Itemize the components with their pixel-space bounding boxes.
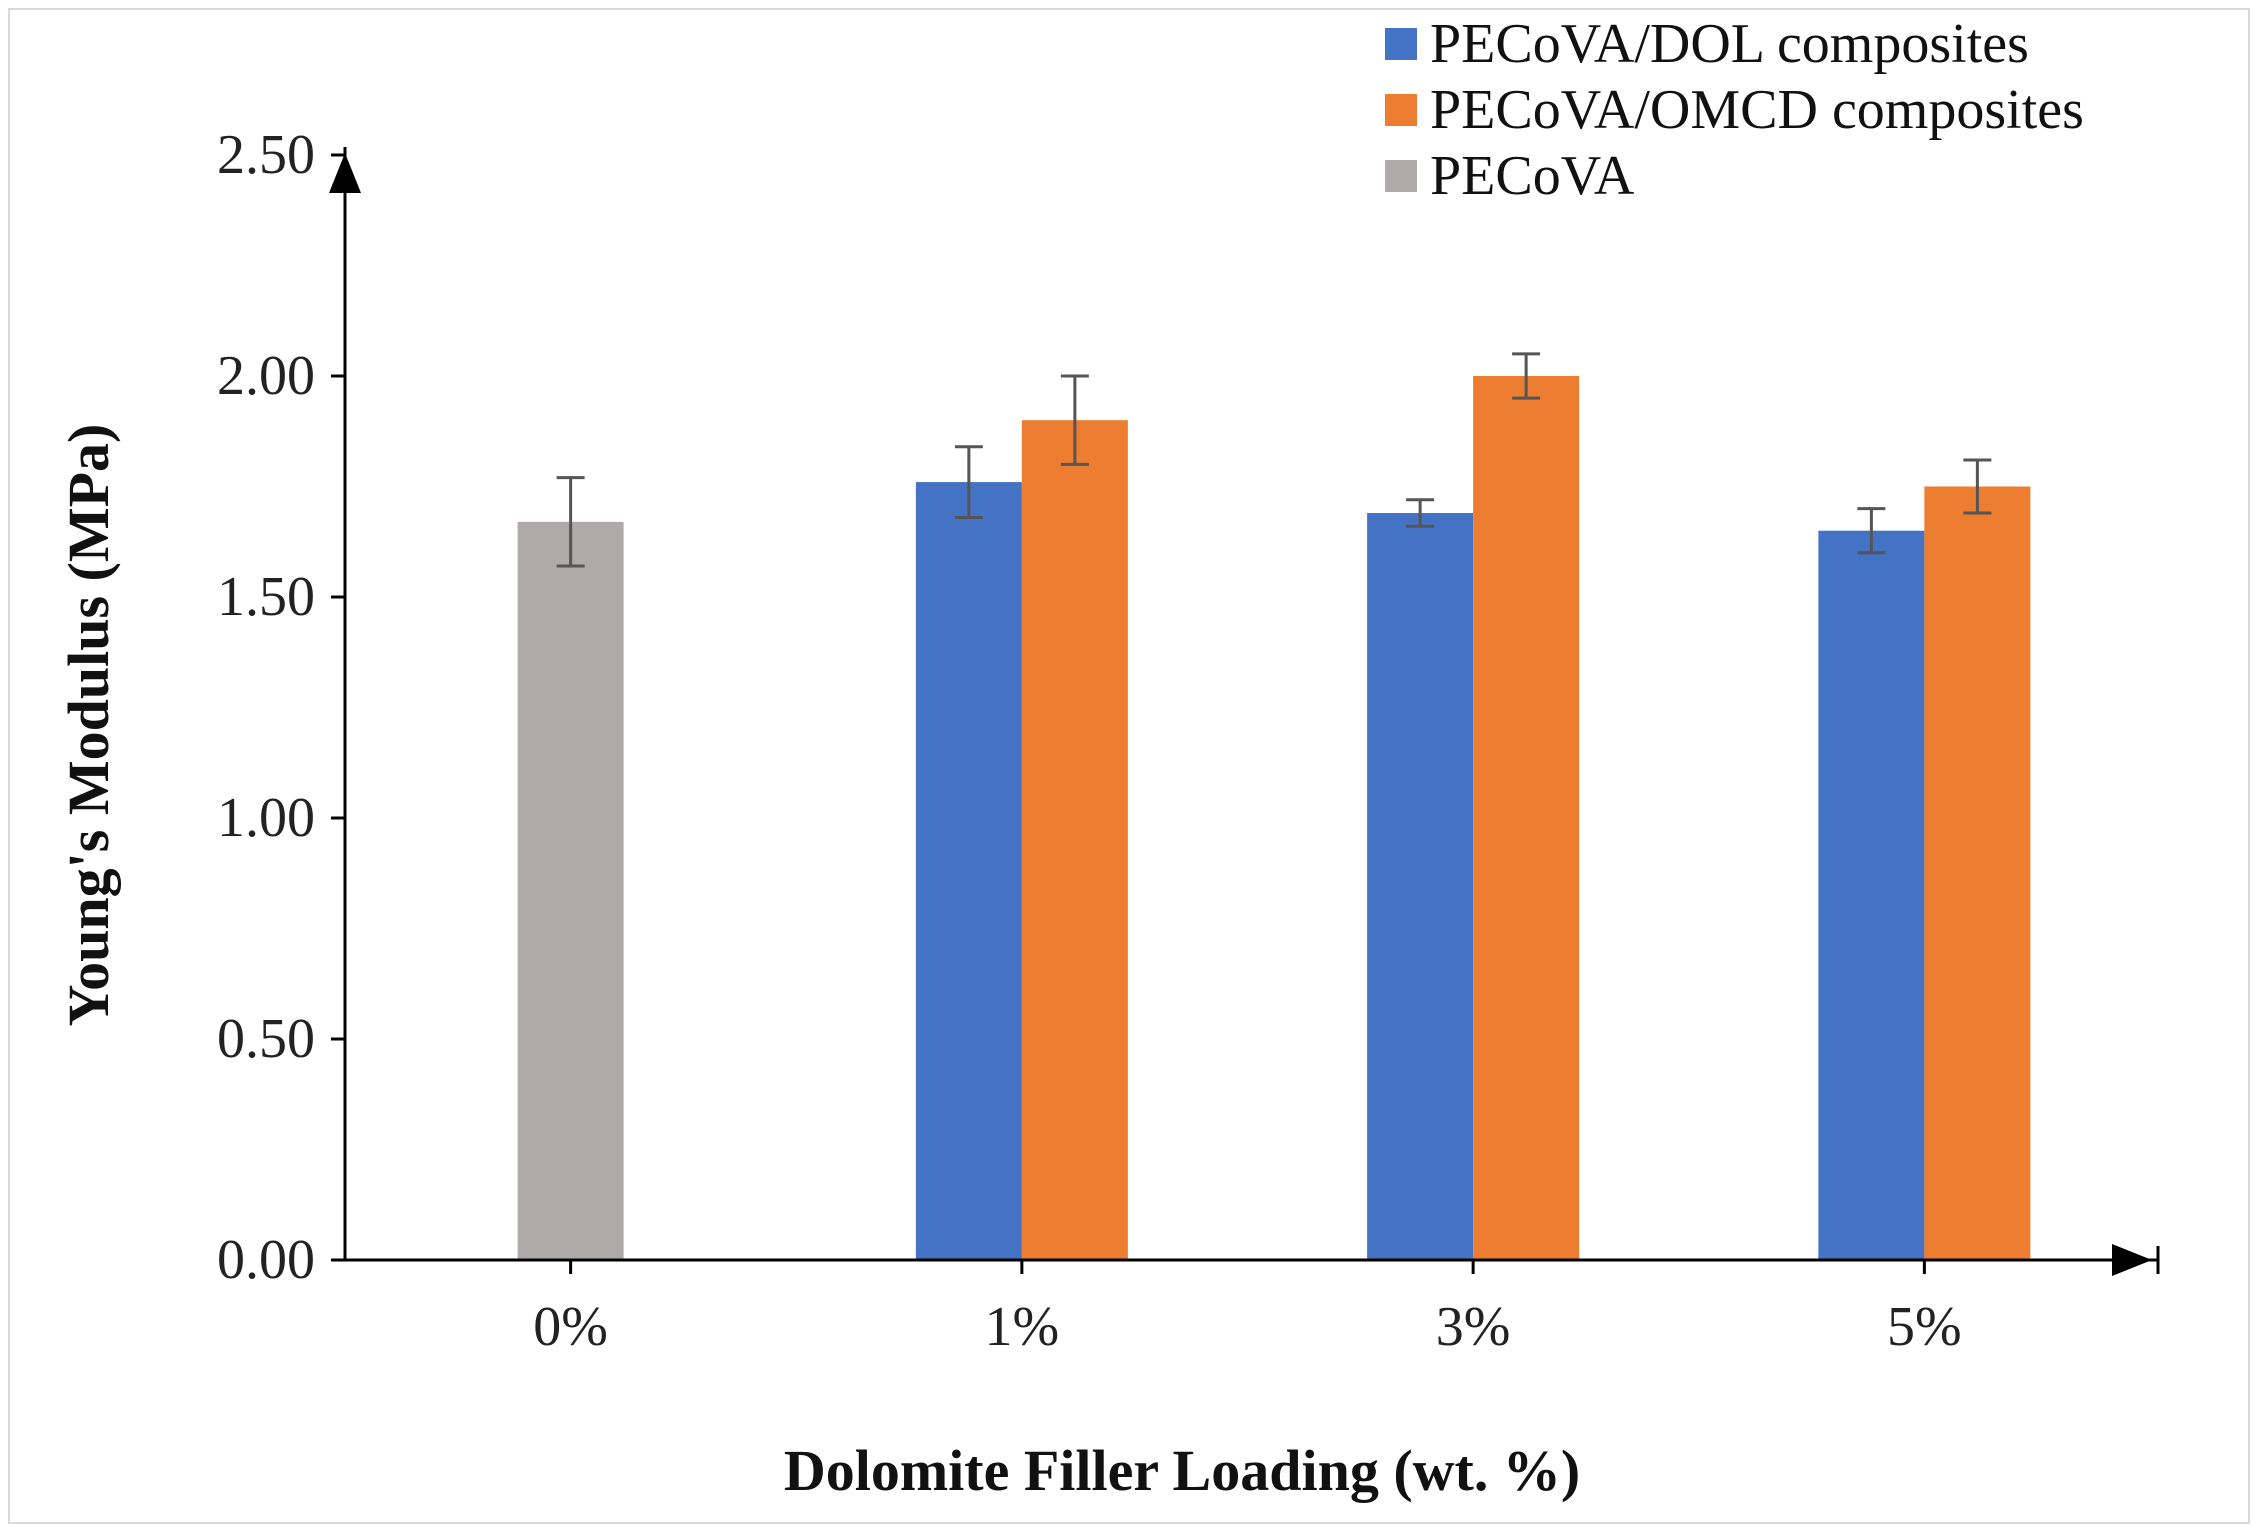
bar-0-1: [915, 482, 1022, 1261]
x-tick-label: 0%: [533, 1296, 608, 1358]
legend-label-pecova: PECoVA: [1430, 145, 1635, 207]
y-axis-title: Young's Modulus (MPa): [56, 424, 121, 1027]
legend-swatch-omcd: [1385, 94, 1417, 126]
x-tick-label: 1%: [985, 1296, 1060, 1358]
y-tick-label: 1.00: [217, 787, 315, 849]
y-tick-label: 2.50: [217, 124, 315, 186]
bars-layer: [517, 376, 2031, 1261]
legend-swatch-pecova: [1385, 160, 1417, 192]
x-axis-title: Dolomite Filler Loading (wt. %): [784, 1438, 1580, 1503]
bar-1-1: [1021, 420, 1128, 1260]
x-tick-label: 3%: [1436, 1296, 1511, 1358]
tick-labels-layer: 0.00 0.50 1.00 1.50 2.00 2.50 0% 1% 3% 5%: [217, 124, 1962, 1358]
bar-2-0: [517, 521, 624, 1260]
bar-0-3: [1818, 530, 1925, 1260]
legend-swatch-dol: [1385, 28, 1417, 60]
y-tick-label: 0.50: [217, 1008, 315, 1070]
error-bars-layer: [556, 352, 1992, 568]
bar-1-2: [1473, 376, 1580, 1260]
x-tick-label: 5%: [1887, 1296, 1962, 1358]
y-tick-label: 1.50: [217, 566, 315, 628]
axes-layer: [329, 147, 2160, 1276]
legend: PECoVA/DOL composites PECoVA/OMCD compos…: [1385, 13, 2084, 207]
legend-label-dol: PECoVA/DOL composites: [1430, 13, 2029, 75]
y-tick-label: 0.00: [217, 1229, 315, 1291]
x-axis-arrow: [2112, 1244, 2152, 1276]
bar-0-2: [1367, 513, 1474, 1260]
y-tick-label: 2.00: [217, 345, 315, 407]
bar-1-3: [1924, 486, 2031, 1260]
y-axis-arrow: [329, 153, 361, 193]
legend-label-omcd: PECoVA/OMCD composites: [1430, 79, 2084, 141]
